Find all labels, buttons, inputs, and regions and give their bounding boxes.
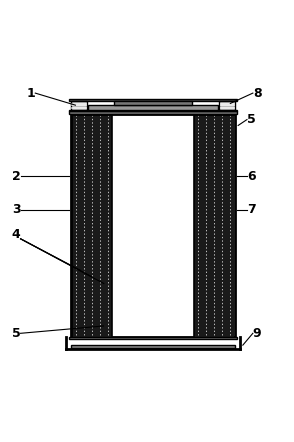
Text: 2: 2 bbox=[12, 170, 21, 183]
Bar bbox=[114, 101, 192, 105]
Text: 1: 1 bbox=[26, 87, 35, 99]
Bar bbox=[69, 111, 237, 114]
Text: 8: 8 bbox=[253, 87, 261, 99]
Text: 7: 7 bbox=[247, 203, 256, 216]
Bar bbox=[113, 114, 193, 336]
Bar bbox=[66, 339, 240, 349]
Bar bbox=[69, 110, 237, 111]
Bar bbox=[219, 101, 235, 110]
Text: 5: 5 bbox=[12, 327, 21, 340]
Bar bbox=[69, 99, 237, 101]
Bar bbox=[71, 101, 87, 110]
Text: 3: 3 bbox=[12, 203, 21, 216]
Text: 5: 5 bbox=[247, 113, 256, 126]
Bar bbox=[69, 337, 237, 339]
Bar bbox=[72, 114, 112, 336]
Bar bbox=[71, 114, 235, 337]
Text: 9: 9 bbox=[253, 327, 261, 340]
Bar bbox=[194, 114, 234, 336]
Bar bbox=[71, 114, 235, 337]
Bar bbox=[71, 345, 235, 348]
Text: 6: 6 bbox=[247, 170, 255, 183]
Text: 4: 4 bbox=[12, 228, 21, 241]
Bar bbox=[88, 105, 218, 110]
